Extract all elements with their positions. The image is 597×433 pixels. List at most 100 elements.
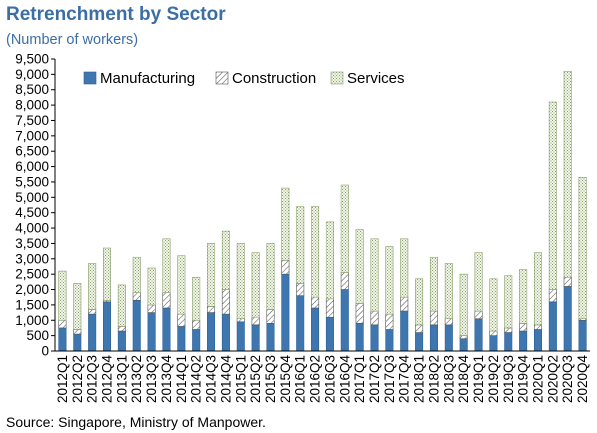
bar-manufacturing-2020Q1 xyxy=(533,329,543,352)
legend-label-manufacturing: Manufacturing xyxy=(100,70,195,87)
bar-construction-2012Q3 xyxy=(88,309,97,315)
bar-manufacturing-2019Q1 xyxy=(474,318,483,352)
bar-manufacturing-2013Q4 xyxy=(162,307,171,352)
bar-construction-2018Q2 xyxy=(429,310,438,326)
bar-services-2014Q2 xyxy=(192,276,201,321)
bar-services-2015Q1 xyxy=(236,243,245,320)
bar-manufacturing-2017Q4 xyxy=(400,310,409,352)
bar-manufacturing-2014Q1 xyxy=(177,326,186,352)
bar-manufacturing-2018Q1 xyxy=(415,332,424,352)
bar-construction-2013Q1 xyxy=(117,326,126,332)
x-tick-label: 2020Q4 xyxy=(575,355,590,404)
bar-services-2012Q2 xyxy=(73,283,82,330)
bar-construction-2012Q1 xyxy=(58,319,67,329)
x-tick-label: 2018Q1 xyxy=(412,355,427,403)
bar-services-2020Q2 xyxy=(548,101,557,290)
x-tick-label: 2016Q4 xyxy=(337,355,352,404)
bar-construction-2015Q4 xyxy=(281,260,290,275)
y-tick-label: 8,500 xyxy=(15,82,49,97)
bar-manufacturing-2016Q1 xyxy=(296,295,305,352)
x-tick-label: 2019Q2 xyxy=(486,355,501,403)
bar-services-2018Q1 xyxy=(415,278,424,326)
bar-services-2020Q3 xyxy=(563,70,572,278)
y-tick-label: 5,500 xyxy=(15,174,49,189)
bar-construction-2018Q3 xyxy=(444,318,453,326)
bar-manufacturing-2020Q4 xyxy=(578,319,587,352)
x-tick-label: 2016Q3 xyxy=(322,355,337,403)
bar-services-2017Q4 xyxy=(400,238,409,298)
y-tick-label: 2,500 xyxy=(15,267,49,282)
x-tick-label: 2017Q3 xyxy=(382,355,397,403)
x-tick-label: 2019Q3 xyxy=(501,355,516,403)
x-tick-label: 2020Q2 xyxy=(545,355,560,403)
y-tick-label: 7,000 xyxy=(15,128,49,143)
y-axis: 05001,0001,5002,0002,5003,0003,5004,0004… xyxy=(15,52,56,359)
bar-services-2016Q3 xyxy=(325,221,334,300)
bar-manufacturing-2019Q2 xyxy=(489,335,498,352)
bar-construction-2017Q3 xyxy=(385,313,394,330)
x-tick-label: 2020Q1 xyxy=(530,355,545,403)
legend-swatch-manufacturing xyxy=(83,71,97,85)
bar-construction-2016Q3 xyxy=(325,298,334,318)
y-tick-label: 4,000 xyxy=(15,221,49,236)
bar-services-2013Q4 xyxy=(162,238,171,293)
x-tick-label: 2012Q2 xyxy=(70,355,85,403)
bar-manufacturing-2015Q4 xyxy=(281,273,290,352)
bars xyxy=(58,70,587,352)
y-tick-label: 500 xyxy=(26,328,49,343)
bar-manufacturing-2013Q1 xyxy=(117,330,126,352)
legend-swatch-construction xyxy=(215,71,229,85)
x-tick-label: 2016Q2 xyxy=(308,355,323,403)
x-tick-label: 2018Q4 xyxy=(456,355,471,404)
bar-services-2017Q3 xyxy=(385,246,394,315)
bar-construction-2013Q2 xyxy=(132,292,141,301)
bar-construction-2013Q3 xyxy=(147,304,156,313)
bar-manufacturing-2015Q1 xyxy=(236,321,245,352)
x-tick-label: 2014Q4 xyxy=(218,355,233,404)
bar-services-2013Q2 xyxy=(132,256,141,293)
x-tick-label: 2012Q4 xyxy=(100,355,115,404)
bar-manufacturing-2014Q2 xyxy=(192,329,201,352)
bar-manufacturing-2016Q4 xyxy=(340,289,349,352)
bar-services-2012Q3 xyxy=(88,263,97,310)
bar-services-2016Q1 xyxy=(296,206,305,284)
bar-manufacturing-2020Q2 xyxy=(548,301,557,352)
bar-services-2019Q4 xyxy=(519,269,528,324)
bar-services-2016Q2 xyxy=(311,206,320,298)
y-tick-label: 8,000 xyxy=(15,98,49,113)
x-tick-label: 2013Q4 xyxy=(159,355,174,404)
bar-manufacturing-2017Q1 xyxy=(355,323,364,352)
x-tick-label: 2015Q3 xyxy=(263,355,278,403)
bar-construction-2019Q2 xyxy=(489,330,498,336)
bar-construction-2012Q2 xyxy=(73,329,82,335)
bar-manufacturing-2016Q2 xyxy=(311,307,320,352)
bar-manufacturing-2012Q1 xyxy=(58,327,67,352)
y-tick-label: 7,500 xyxy=(15,113,49,128)
bar-services-2019Q1 xyxy=(474,252,483,312)
legend-label-services: Services xyxy=(347,70,405,87)
bar-construction-2017Q1 xyxy=(355,303,364,324)
y-tick-label: 9,500 xyxy=(15,52,49,67)
bar-construction-2014Q3 xyxy=(207,306,216,313)
x-tick-label: 2014Q2 xyxy=(189,355,204,403)
x-tick-label: 2013Q2 xyxy=(129,355,144,403)
chart-subtitle: (Number of workers) xyxy=(6,32,139,48)
bar-manufacturing-2012Q3 xyxy=(88,313,97,352)
bar-services-2012Q1 xyxy=(58,270,67,321)
bar-construction-2015Q3 xyxy=(266,309,275,324)
bar-construction-2017Q4 xyxy=(400,296,409,312)
bar-manufacturing-2019Q4 xyxy=(519,330,528,352)
bar-manufacturing-2015Q2 xyxy=(251,324,260,352)
bar-construction-2017Q2 xyxy=(370,310,379,326)
bar-manufacturing-2012Q2 xyxy=(73,333,82,352)
x-tick-label: 2018Q3 xyxy=(441,355,456,403)
legend-label-construction: Construction xyxy=(232,70,316,87)
bar-services-2017Q2 xyxy=(370,238,379,312)
bar-services-2017Q1 xyxy=(355,229,364,304)
bar-construction-2016Q4 xyxy=(340,272,349,290)
bar-manufacturing-2019Q3 xyxy=(504,332,513,352)
bar-construction-2016Q2 xyxy=(311,296,320,309)
bar-construction-2013Q4 xyxy=(162,292,171,309)
bar-services-2015Q4 xyxy=(281,187,290,261)
y-tick-label: 6,500 xyxy=(15,144,49,159)
